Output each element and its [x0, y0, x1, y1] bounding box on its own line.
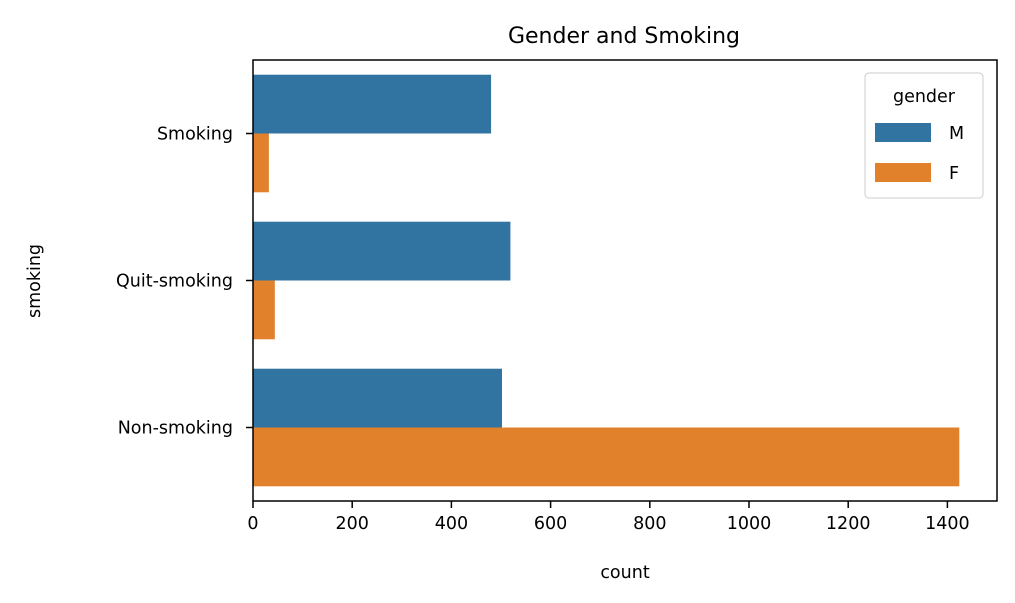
- legend-items: MF: [875, 123, 964, 184]
- bar-non-smoking-f: [253, 427, 960, 487]
- x-tick-label: 1400: [925, 514, 970, 534]
- legend-swatch-f: [875, 163, 931, 182]
- x-axis-label: count: [600, 563, 650, 583]
- x-tick-label: 1000: [727, 514, 772, 534]
- bar-quit-smoking-f: [253, 280, 275, 340]
- bar-quit-smoking-m: [253, 221, 511, 281]
- x-tick-label: 1200: [826, 514, 871, 534]
- legend-label-m: M: [949, 124, 964, 144]
- legend: gender MF: [864, 72, 984, 199]
- legend-title: gender: [893, 87, 956, 107]
- x-tick-label: 600: [534, 514, 567, 534]
- y-axis-label: smoking: [25, 244, 45, 318]
- bar-smoking-m: [253, 74, 492, 134]
- x-tick-label: 400: [435, 514, 468, 534]
- legend-swatch-m: [875, 123, 931, 142]
- legend-label-f: F: [949, 164, 959, 184]
- bar-smoking-f: [253, 133, 269, 193]
- x-tick-label: 800: [633, 514, 666, 534]
- chart-title: Gender and Smoking: [508, 24, 740, 49]
- bars-group: [253, 74, 960, 487]
- bar-non-smoking-m: [253, 368, 502, 428]
- y-axis: Smoking Quit-smoking Non-smoking: [116, 125, 253, 439]
- x-axis: 0 200 400 600 800 1000 1200 1400: [247, 501, 970, 534]
- y-tick-label: Quit-smoking: [116, 272, 233, 292]
- x-tick-label: 0: [247, 514, 258, 534]
- x-tick-label: 200: [335, 514, 368, 534]
- y-tick-label: Smoking: [157, 125, 233, 145]
- y-tick-label: Non-smoking: [118, 419, 233, 439]
